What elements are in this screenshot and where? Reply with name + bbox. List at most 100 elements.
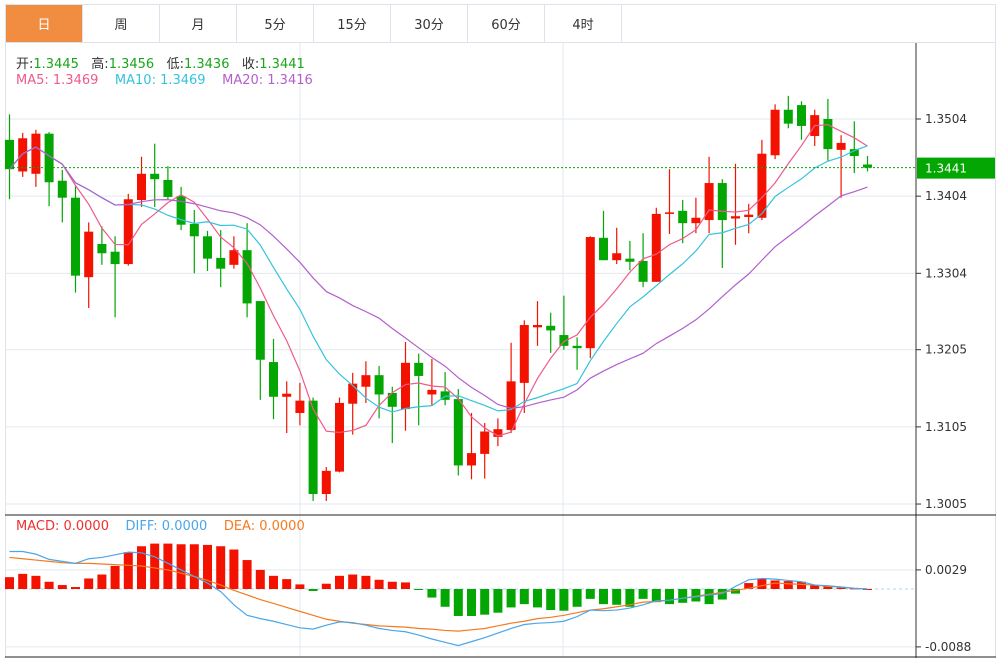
- candle: [295, 382, 305, 426]
- tab-week[interactable]: 周: [83, 5, 160, 42]
- macd-bar: [44, 581, 54, 589]
- price-tick-label: 1.3304: [925, 266, 967, 280]
- ma20-line: [9, 146, 868, 410]
- candle: [810, 109, 820, 147]
- candle-body: [691, 217, 701, 224]
- macd-bar: [770, 580, 780, 589]
- macd-bar: [546, 589, 556, 611]
- macd-bar: [480, 589, 490, 615]
- candle-body: [295, 400, 305, 413]
- candle-body: [44, 133, 54, 183]
- ma20-legend: MA20: 1.3416: [222, 73, 313, 88]
- candle: [770, 104, 780, 160]
- ma5-legend: MA5: 1.3469: [16, 73, 99, 88]
- macd-bar: [84, 578, 94, 589]
- candle: [401, 341, 410, 431]
- tab-30min[interactable]: 30分: [391, 5, 468, 42]
- period-tabs: 日 周 月 5分 15分 30分 60分 4时: [5, 4, 996, 43]
- macd-bar: [506, 589, 516, 608]
- tab-5min[interactable]: 5分: [237, 5, 314, 42]
- candle: [216, 230, 226, 288]
- low-value: 1.3436: [183, 57, 230, 72]
- macd-bar: [453, 589, 463, 616]
- tab-month[interactable]: 月: [160, 5, 237, 42]
- macd-bar: [176, 544, 186, 589]
- candle-body: [823, 119, 833, 150]
- candle: [440, 372, 450, 406]
- macd-bar: [57, 585, 67, 589]
- macd-bar: [31, 575, 41, 589]
- candle-body: [361, 375, 371, 387]
- candle: [717, 179, 727, 268]
- candle-body: [255, 301, 265, 360]
- candle: [18, 132, 28, 177]
- candle: [348, 372, 358, 435]
- candle-body: [678, 210, 688, 224]
- macd-bar: [5, 577, 14, 589]
- tab-day[interactable]: 日: [6, 5, 83, 42]
- macd-bar: [295, 584, 305, 589]
- candle: [691, 197, 701, 234]
- macd-bar: [717, 589, 727, 600]
- candle-body: [665, 212, 674, 214]
- macd-bar: [189, 544, 199, 589]
- candle-body: [387, 392, 397, 407]
- candle: [123, 193, 133, 266]
- candle: [150, 143, 160, 207]
- candle-body: [427, 389, 437, 395]
- candle: [110, 236, 120, 318]
- price-tick-label: 1.3005: [925, 497, 967, 511]
- candle-body: [612, 253, 622, 261]
- candle: [638, 233, 648, 288]
- candle: [797, 101, 806, 140]
- candle-body: [348, 383, 358, 404]
- candle: [242, 223, 252, 318]
- macd-bar: [374, 579, 384, 589]
- tab-4hour[interactable]: 4时: [545, 5, 622, 42]
- candle-body: [150, 173, 160, 180]
- candle: [731, 163, 740, 245]
- candle: [704, 156, 714, 234]
- candle-body: [533, 325, 542, 328]
- candle: [255, 301, 265, 400]
- candle: [863, 156, 872, 172]
- candle-body: [282, 393, 292, 397]
- open-value: 1.3445: [33, 57, 79, 72]
- candle-body: [137, 173, 146, 201]
- macd-bar: [255, 569, 265, 589]
- ohlc-legend: 开:1.3445 高:1.3456 低:1.3436 收:1.3441: [16, 53, 305, 72]
- candle: [71, 186, 80, 293]
- candle: [189, 210, 199, 274]
- macd-tick-label: -0.0088: [925, 640, 971, 654]
- candle-body: [269, 362, 278, 397]
- candle: [612, 227, 622, 265]
- chart-frame: [5, 43, 996, 658]
- macd-bar: [651, 589, 661, 603]
- macd-bar: [744, 583, 754, 589]
- candle: [836, 135, 846, 198]
- candle-body: [414, 362, 424, 376]
- tab-60min[interactable]: 60分: [468, 5, 545, 42]
- candle-body: [5, 139, 14, 170]
- macd-bar: [71, 587, 80, 589]
- macd-bar: [308, 589, 318, 591]
- candle: [31, 129, 41, 187]
- last-price-label: 1.3441: [925, 162, 967, 176]
- macd-bar: [783, 581, 793, 589]
- macd-bar: [757, 578, 767, 589]
- tab-15min[interactable]: 15分: [314, 5, 391, 42]
- candle: [229, 236, 239, 269]
- ma-legend: MA5: 1.3469 MA10: 1.3469 MA20: 1.3416: [16, 73, 313, 88]
- candle-body: [57, 180, 67, 198]
- macd-bar: [18, 573, 28, 589]
- candle: [625, 240, 635, 271]
- macd-bar: [203, 544, 212, 589]
- candle-body: [467, 453, 476, 466]
- macd-bar: [625, 589, 635, 607]
- candle-body: [203, 236, 212, 259]
- macd-bar: [163, 543, 173, 589]
- close-value: 1.3441: [259, 57, 305, 72]
- macd-bar: [97, 574, 107, 589]
- macd-bar: [110, 565, 120, 589]
